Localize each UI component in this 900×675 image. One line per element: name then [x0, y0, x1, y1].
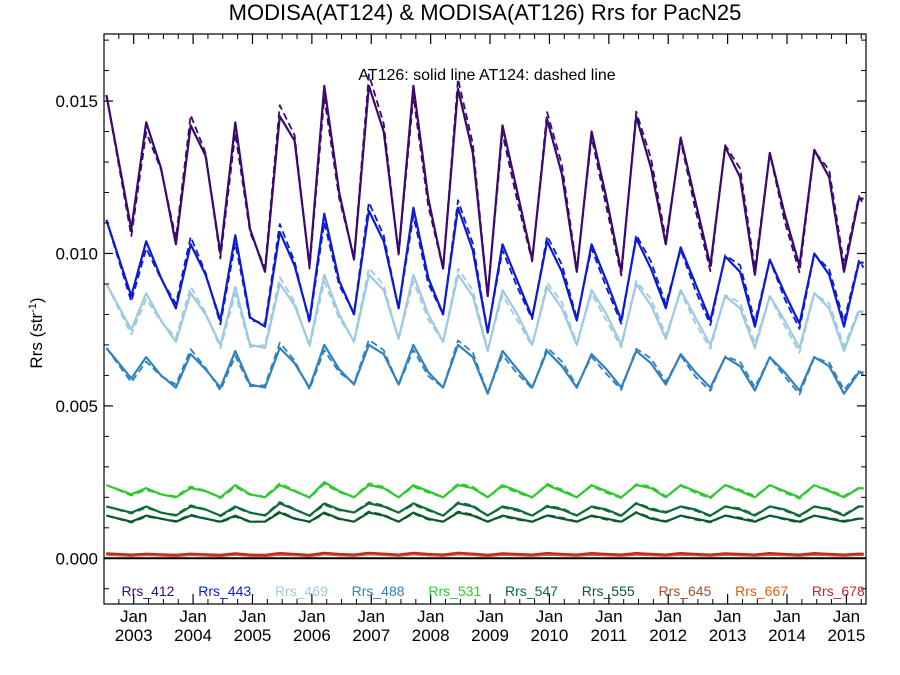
series-line-rrs-443: [105, 206, 864, 334]
x-tick-month-label: Jan: [536, 607, 563, 626]
x-tick-year-label: 2012: [649, 626, 687, 645]
x-tick-year-label: 2007: [352, 626, 390, 645]
x-tick-year-label: 2014: [768, 626, 806, 645]
x-tick-month-label: Jan: [476, 607, 503, 626]
series-dashed-rrs-443: [105, 199, 865, 333]
chart-title: MODISA(AT124) & MODISA(AT126) Rrs for Pa…: [229, 0, 742, 25]
x-tick-year-label: 2005: [234, 626, 272, 645]
x-tick-month-label: Jan: [773, 607, 800, 626]
x-tick-month-label: Jan: [179, 607, 206, 626]
y-axis-label-close: ): [27, 297, 46, 303]
x-tick-year-label: 2009: [471, 626, 509, 645]
series-dashed-rrs-555: [106, 510, 864, 524]
y-tick-label: 0.005: [55, 397, 98, 416]
x-tick-year-label: 2015: [827, 626, 865, 645]
legend-entry-rrs-469: Rrs_469: [275, 583, 328, 599]
series-dashed-rrs-531: [106, 482, 864, 500]
x-tick-year-label: 2011: [591, 626, 628, 645]
legend-entry-rrs-547: Rrs_547: [505, 583, 558, 599]
x-tick-month-label: Jan: [417, 607, 444, 626]
x-tick-month-label: Jan: [833, 607, 860, 626]
x-tick-year-label: 2013: [709, 626, 747, 645]
x-tick-month-label: Jan: [120, 607, 147, 626]
legend-entry-rrs-645: Rrs_645: [658, 583, 711, 599]
legend: Rrs_412 Rrs_443 Rrs_469 Rrs_488 Rrs_531 Rrs_5…: [122, 583, 865, 599]
plot-lines: [105, 73, 865, 558]
y-tick-label: 0.015: [55, 92, 98, 111]
x-tick-year-label: 2010: [531, 626, 569, 645]
legend-entry-rrs-678: Rrs_678: [812, 583, 865, 599]
legend-entry-rrs-443: Rrs_443: [198, 583, 251, 599]
x-tick-month-label: Jan: [595, 607, 622, 626]
y-tick-label: 0.010: [55, 244, 98, 263]
y-tick-label: 0.000: [55, 549, 98, 568]
legend-entry-rrs-531: Rrs_531: [428, 583, 481, 599]
y-axis-label: Rrs (str-1): [27, 297, 46, 368]
series-dashed-rrs-678: [106, 551, 864, 556]
legend-entry-rrs-555: Rrs_555: [582, 583, 635, 599]
plot-frame: [103, 33, 867, 605]
series-dashed-rrs-547: [106, 501, 864, 518]
legend-entry-rrs-412: Rrs_412: [122, 583, 175, 599]
plot-axes: 0.0000.0050.0100.015Jan2003Jan2004Jan200…: [55, 33, 867, 645]
series-dashed-rrs-488: [105, 338, 865, 396]
x-tick-year-label: 2008: [412, 626, 450, 645]
x-tick-year-label: 2006: [293, 626, 331, 645]
legend-entry-rrs-667: Rrs_667: [735, 583, 788, 599]
y-axis-label-main: Rrs (str: [27, 313, 46, 369]
x-tick-month-label: Jan: [714, 607, 741, 626]
series-line-rrs-488: [105, 343, 864, 395]
x-tick-month-label: Jan: [655, 607, 682, 626]
series-dashed-rrs-412: [105, 73, 865, 297]
legend-entry-rrs-488: Rrs_488: [352, 583, 405, 599]
line-style-annotation: AT126: solid line AT124: dashed line: [358, 67, 615, 84]
y-axis-label-superscript: -1: [27, 303, 39, 313]
x-tick-month-label: Jan: [298, 607, 325, 626]
x-tick-year-label: 2003: [115, 626, 153, 645]
series-line-rrs-412: [105, 84, 864, 298]
x-tick-month-label: Jan: [239, 607, 266, 626]
x-tick-month-label: Jan: [358, 607, 385, 626]
series-dashed-rrs-667: [106, 553, 864, 558]
x-tick-year-label: 2004: [174, 626, 212, 645]
